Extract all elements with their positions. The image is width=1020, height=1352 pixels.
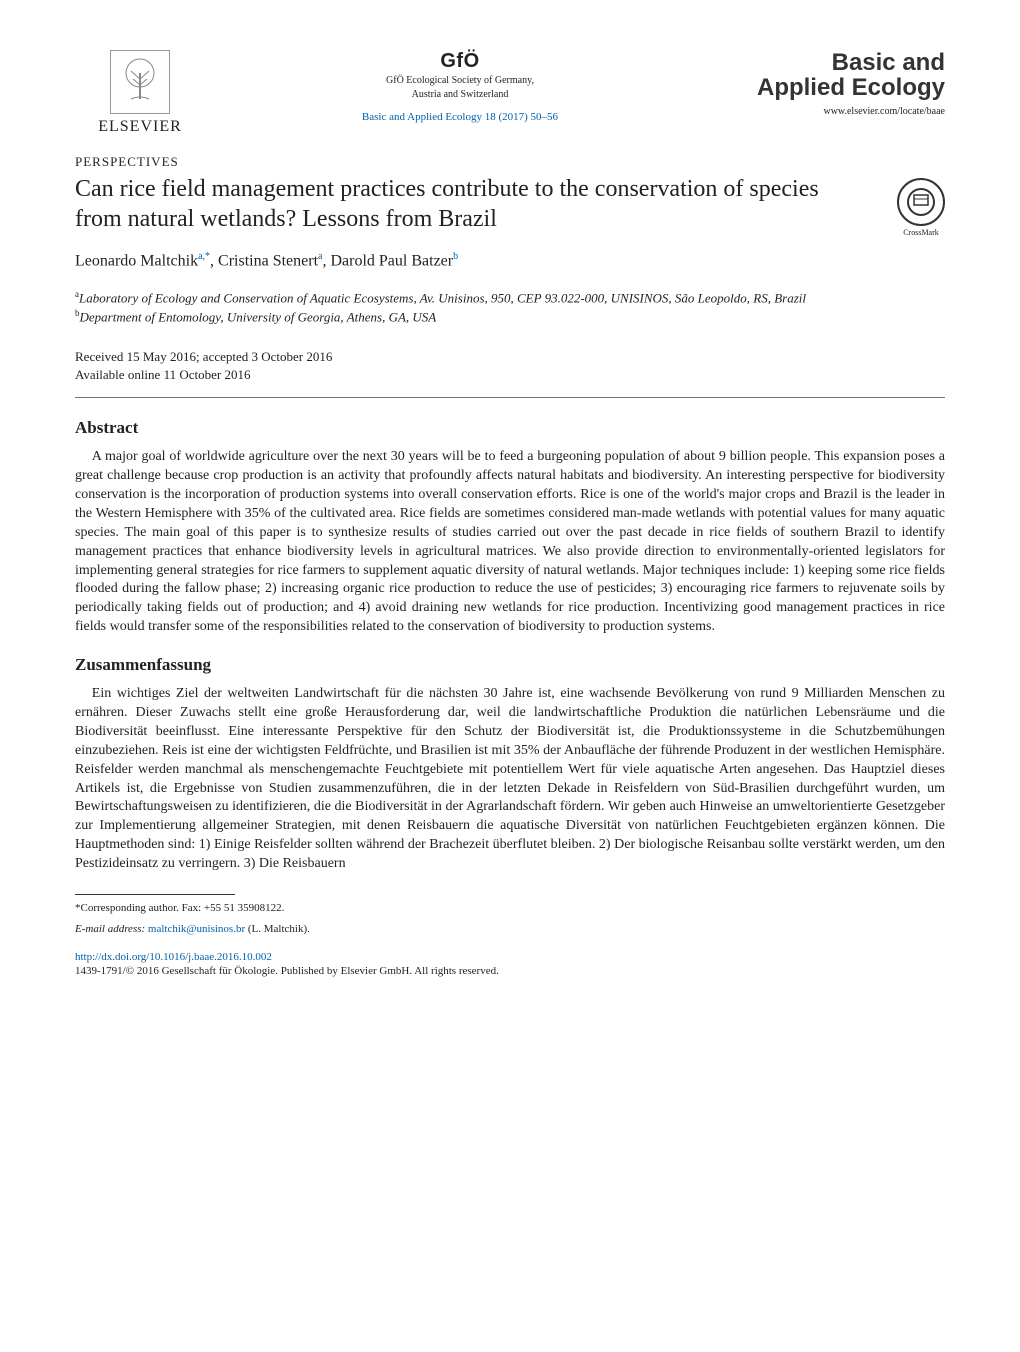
footnote-separator — [75, 894, 235, 895]
zusammenfassung-text: Ein wichtiges Ziel der weltweiten Landwi… — [75, 685, 945, 874]
corresponding-author-note: *Corresponding author. Fax: +55 51 35908… — [75, 901, 945, 916]
affiliation-a: aLaboratory of Ecology and Conservation … — [75, 288, 945, 307]
title-row: Can rice field management practices cont… — [75, 174, 945, 237]
crossmark-block: CrossMark — [897, 174, 945, 237]
author-2: , Cristina Stenert — [210, 252, 318, 269]
author-1: Leonardo Maltchik — [75, 252, 198, 269]
section-label: PERSPECTIVES — [75, 154, 945, 170]
author-3: , Darold Paul Batzer — [322, 252, 453, 269]
zusammenfassung-heading: Zusammenfassung — [75, 655, 945, 675]
dates-line1: Received 15 May 2016; accepted 3 October… — [75, 348, 945, 366]
article-dates: Received 15 May 2016; accepted 3 October… — [75, 348, 945, 383]
journal-title-line2: Applied Ecology — [757, 75, 945, 100]
journal-title-line1: Basic and — [832, 50, 945, 75]
journal-url: www.elsevier.com/locate/baae — [823, 106, 945, 117]
abstract-heading: Abstract — [75, 418, 945, 438]
corresponding-text: *Corresponding author. Fax: +55 51 35908… — [75, 902, 284, 914]
affiliation-b: bDepartment of Entomology, University of… — [75, 307, 945, 326]
publisher-block: ELSEVIER — [75, 50, 205, 136]
email-link[interactable]: maltchik@unisinos.br — [148, 923, 245, 935]
doi-link[interactable]: http://dx.doi.org/10.1016/j.baae.2016.10… — [75, 951, 945, 963]
citation-link[interactable]: Basic and Applied Ecology 18 (2017) 50–5… — [362, 111, 558, 123]
authors-line: Leonardo Maltchika,*, Cristina Stenerta,… — [75, 251, 945, 270]
email-label: E-mail address: — [75, 923, 145, 935]
email-attrib: (L. Maltchik). — [248, 923, 310, 935]
abstract-text: A major goal of worldwide agriculture ov… — [75, 448, 945, 637]
affiliation-a-text: Laboratory of Ecology and Conservation o… — [79, 291, 806, 306]
author-3-sup: b — [453, 251, 458, 262]
journal-header: ELSEVIER GfÖ GfÖ Ecological Society of G… — [75, 50, 945, 136]
email-line: E-mail address: maltchik@unisinos.br (L.… — [75, 922, 945, 937]
affiliation-b-text: Department of Entomology, University of … — [80, 310, 437, 325]
affiliations: aLaboratory of Ecology and Conservation … — [75, 288, 945, 326]
article-title: Can rice field management practices cont… — [75, 174, 835, 234]
society-logo: GfÖ — [440, 50, 479, 73]
doi-text[interactable]: http://dx.doi.org/10.1016/j.baae.2016.10… — [75, 951, 272, 963]
copyright-line: 1439-1791/© 2016 Gesellschaft für Ökolog… — [75, 965, 945, 977]
society-name-line2: Austria and Switzerland — [412, 89, 509, 101]
society-block: GfÖ GfÖ Ecological Society of Germany, A… — [310, 50, 610, 123]
crossmark-label: CrossMark — [897, 228, 945, 237]
crossmark-icon[interactable] — [897, 178, 945, 226]
journal-title-block: Basic and Applied Ecology www.elsevier.c… — [715, 50, 945, 117]
elsevier-tree-icon — [110, 50, 170, 114]
society-name-line1: GfÖ Ecological Society of Germany, — [386, 75, 534, 87]
author-1-sup: a,* — [198, 251, 210, 262]
dates-line2: Available online 11 October 2016 — [75, 366, 945, 384]
divider-top — [75, 397, 945, 398]
publisher-label: ELSEVIER — [98, 118, 182, 136]
